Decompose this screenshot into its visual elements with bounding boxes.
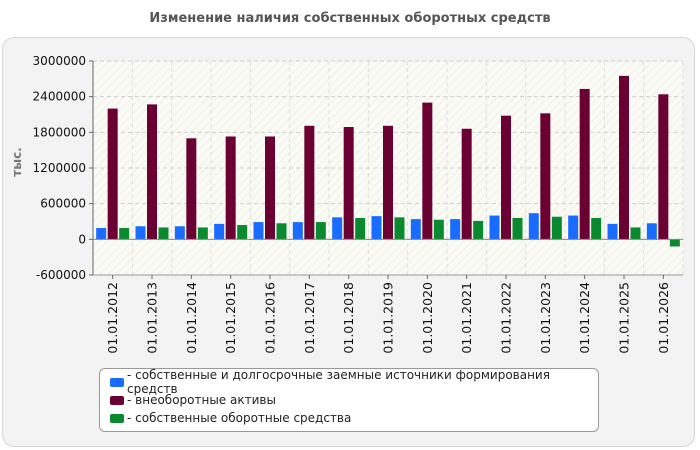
y-tick-label: 0 [78,232,86,246]
bar-3-01.01.2025 [630,227,641,240]
bar-3-01.01.2016 [276,223,287,240]
bar-2-01.01.2025 [619,75,629,240]
bar-3-01.01.2019 [394,217,405,240]
bar-3-01.01.2021 [473,220,484,240]
x-tick-label: 01.01.2017 [302,282,317,354]
legend: - собственные и долгосрочные заемные ист… [99,368,599,432]
bar-1-01.01.2022 [489,215,500,240]
bar-3-01.01.2015 [237,225,248,240]
y-tick-label: 3000000 [33,54,86,68]
legend-label: - собственные оборотные средства [127,411,352,425]
bar-1-01.01.2015 [214,223,225,240]
y-tick-label: -600000 [36,268,86,282]
bar-2-01.01.2015 [225,136,236,240]
x-tick-label: 01.01.2023 [538,282,553,354]
x-tick-label: 01.01.2015 [223,282,238,354]
bar-2-01.01.2016 [265,136,275,240]
legend-label: - собственные и долгосрочные заемные ист… [127,368,550,396]
bar-2-01.01.2019 [383,125,393,240]
x-tick-label: 01.01.2013 [145,282,160,354]
legend-swatch [110,377,124,387]
bar-1-01.01.2024 [568,215,579,240]
bar-3-01.01.2022 [512,217,523,240]
bar-3-01.01.2012 [119,228,130,240]
legend-swatch [110,395,124,405]
x-tick-label: 01.01.2012 [105,282,120,354]
bar-2-01.01.2026 [658,94,669,240]
bar-3-01.01.2018 [355,217,366,240]
legend-label: - внеоборотные активы [127,393,276,407]
y-tick-label: 2400000 [33,90,86,104]
y-tick-label: 600000 [40,197,86,211]
x-tick-label: 01.01.2025 [617,282,632,354]
x-tick-label: 01.01.2019 [381,282,396,354]
bar-2-01.01.2024 [579,88,590,240]
bar-1-01.01.2019 [371,216,382,240]
legend-item-2: - внеоборотные активы [110,391,588,409]
x-tick-label: 01.01.2024 [577,282,592,354]
bar-1-01.01.2023 [528,213,539,240]
y-tick-label: 1800000 [33,125,86,139]
bar-1-01.01.2018 [332,217,343,240]
bar-3-01.01.2013 [158,227,169,240]
bar-1-01.01.2020 [410,219,421,240]
bar-1-01.01.2012 [96,228,107,240]
bar-1-01.01.2017 [292,222,303,240]
bar-1-01.01.2016 [253,222,264,240]
bar-2-01.01.2021 [461,128,472,240]
legend-swatch [110,413,124,423]
x-tick-label: 01.01.2018 [341,282,356,354]
legend-item-1: - собственные и долгосрочные заемные ист… [110,368,588,396]
bar-1-01.01.2025 [607,223,618,240]
chart-title: Изменение наличия собственных оборотных … [149,11,551,26]
bar-2-01.01.2014 [186,138,197,240]
bar-2-01.01.2012 [107,108,118,240]
bar-1-01.01.2013 [135,226,146,240]
y-tick-label: 1200000 [33,161,86,175]
bar-1-01.01.2021 [450,219,461,240]
y-axis-label: тыс. [10,147,24,176]
bar-2-01.01.2020 [422,102,433,240]
bar-1-01.01.2014 [174,226,185,240]
bar-2-01.01.2013 [147,104,157,240]
bar-1-01.01.2026 [646,223,657,240]
bar-2-01.01.2017 [304,125,315,240]
x-tick-label: 01.01.2022 [499,282,514,354]
bar-3-01.01.2020 [433,219,444,240]
legend-item-3: - собственные оборотные средства [110,409,588,427]
x-tick-label: 01.01.2020 [420,282,435,354]
bar-3-01.01.2017 [315,222,326,240]
bar-3-01.01.2024 [591,217,602,240]
x-tick-label: 01.01.2026 [656,282,671,354]
bar-3-01.01.2014 [197,227,208,240]
bar-2-01.01.2018 [343,126,354,240]
x-tick-label: 01.01.2016 [263,282,278,354]
bar-2-01.01.2023 [540,113,551,240]
bar-3-01.01.2026 [669,239,680,247]
bar-2-01.01.2022 [501,115,511,240]
x-tick-label: 01.01.2014 [184,282,199,354]
bar-3-01.01.2023 [551,216,562,240]
x-tick-label: 01.01.2021 [459,282,474,354]
